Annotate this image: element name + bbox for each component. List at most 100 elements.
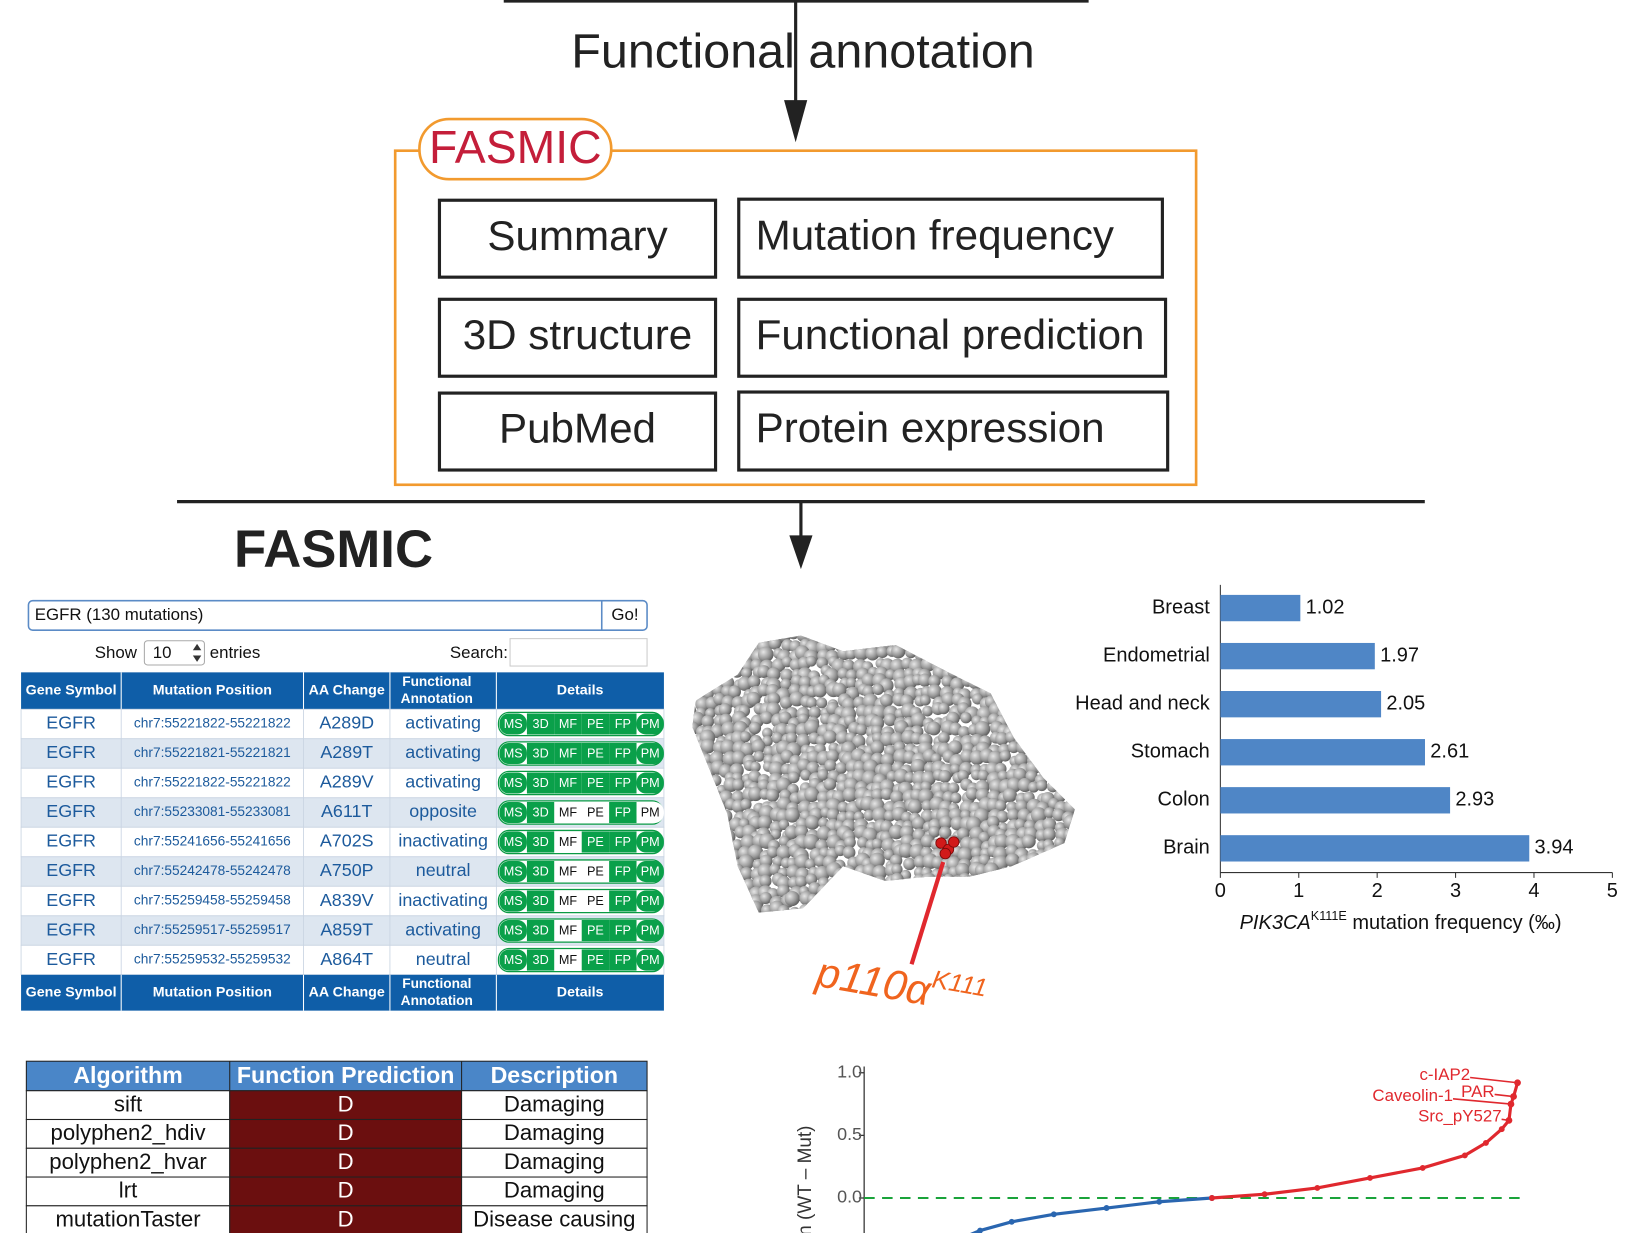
badge[interactable] (526, 860, 555, 883)
badge[interactable] (636, 860, 664, 883)
badge[interactable] (554, 713, 582, 735)
badge[interactable] (554, 890, 582, 912)
badge[interactable] (499, 742, 527, 765)
badge[interactable] (609, 860, 637, 883)
atom (1025, 852, 1042, 868)
badge[interactable] (526, 920, 555, 942)
atom (880, 753, 895, 767)
cell-text[interactable]: EGFR (46, 890, 96, 910)
badge[interactable] (499, 713, 527, 735)
badge[interactable] (554, 801, 582, 824)
badge[interactable] (636, 742, 664, 765)
badge[interactable] (581, 801, 610, 824)
atom (833, 867, 847, 882)
badge[interactable] (554, 860, 582, 883)
badge[interactable] (581, 860, 610, 883)
badge[interactable] (499, 831, 527, 853)
atom (939, 638, 955, 655)
x-tick-label: 2 (1372, 880, 1383, 902)
atom (1069, 678, 1075, 693)
badge[interactable] (554, 742, 582, 765)
badge-label: MS (504, 805, 523, 819)
cell-text[interactable]: EGFR (46, 831, 96, 851)
badge[interactable] (526, 742, 555, 765)
atom (1066, 836, 1075, 848)
atom (698, 890, 715, 907)
badge[interactable] (609, 772, 637, 794)
badge[interactable] (609, 890, 637, 912)
cell-text[interactable]: EGFR (46, 919, 96, 939)
atom (970, 646, 981, 658)
cell-text: inactivating (398, 831, 488, 851)
badge-label: PE (587, 805, 604, 819)
atom (692, 817, 696, 829)
badge[interactable] (609, 949, 637, 971)
badge[interactable] (636, 772, 664, 794)
badge[interactable] (636, 890, 664, 912)
badge[interactable] (554, 831, 582, 853)
annotated-point (1510, 1093, 1517, 1100)
cell-text[interactable]: EGFR (46, 772, 96, 792)
badge[interactable] (636, 949, 664, 971)
point (977, 1227, 984, 1233)
badge[interactable] (499, 860, 527, 883)
atom (1017, 684, 1028, 696)
badge[interactable] (526, 801, 555, 824)
atom (1009, 901, 1022, 913)
badge[interactable] (499, 920, 527, 942)
badge[interactable] (526, 890, 555, 912)
badge[interactable] (609, 920, 637, 942)
atom (692, 691, 695, 707)
badge[interactable] (609, 713, 637, 735)
cell-text[interactable]: EGFR (46, 860, 96, 880)
atom (1007, 866, 1023, 882)
badge[interactable] (499, 801, 527, 824)
badge[interactable] (636, 713, 664, 735)
cell-text[interactable]: EGFR (46, 949, 96, 969)
atom (837, 875, 851, 889)
badge-label: MF (559, 835, 578, 849)
badge-label: PE (587, 923, 604, 937)
cell-text[interactable]: EGFR (46, 742, 96, 762)
cell-text[interactable]: EGFR (46, 801, 96, 821)
atom (1034, 658, 1047, 670)
badge-label: PE (587, 776, 604, 790)
badge[interactable] (499, 772, 527, 794)
badge[interactable] (526, 949, 555, 971)
atom (1072, 820, 1075, 835)
badge[interactable] (581, 713, 610, 735)
badge[interactable] (636, 831, 664, 853)
badge[interactable] (499, 890, 527, 912)
cell-text[interactable]: EGFR (46, 713, 96, 733)
badge[interactable] (554, 949, 582, 971)
badge[interactable] (554, 772, 582, 794)
badge[interactable] (609, 801, 637, 824)
atom (699, 848, 716, 865)
badge-label: MF (559, 776, 578, 790)
badge[interactable] (526, 831, 555, 853)
badge[interactable] (609, 742, 637, 765)
badge[interactable] (499, 949, 527, 971)
badge[interactable] (526, 772, 555, 794)
atom (890, 872, 904, 886)
badge[interactable] (581, 742, 610, 765)
badge[interactable] (609, 831, 637, 853)
badge[interactable] (581, 772, 610, 794)
badge[interactable] (526, 713, 555, 735)
atom (769, 863, 781, 876)
badge[interactable] (581, 831, 610, 853)
badge[interactable] (554, 920, 582, 942)
badge[interactable] (636, 920, 664, 942)
header-label: Gene Symbol (26, 683, 117, 699)
go-button[interactable]: Go! (611, 605, 638, 624)
badge[interactable] (581, 890, 610, 912)
cell-text: A702S (320, 831, 374, 851)
badge[interactable] (581, 920, 610, 942)
atom (1026, 685, 1041, 701)
badge[interactable] (636, 801, 664, 824)
header-label: Functional (402, 976, 471, 991)
badge[interactable] (581, 949, 610, 971)
search-input[interactable] (509, 638, 648, 667)
atom (692, 635, 705, 644)
entries-select[interactable] (143, 640, 205, 666)
